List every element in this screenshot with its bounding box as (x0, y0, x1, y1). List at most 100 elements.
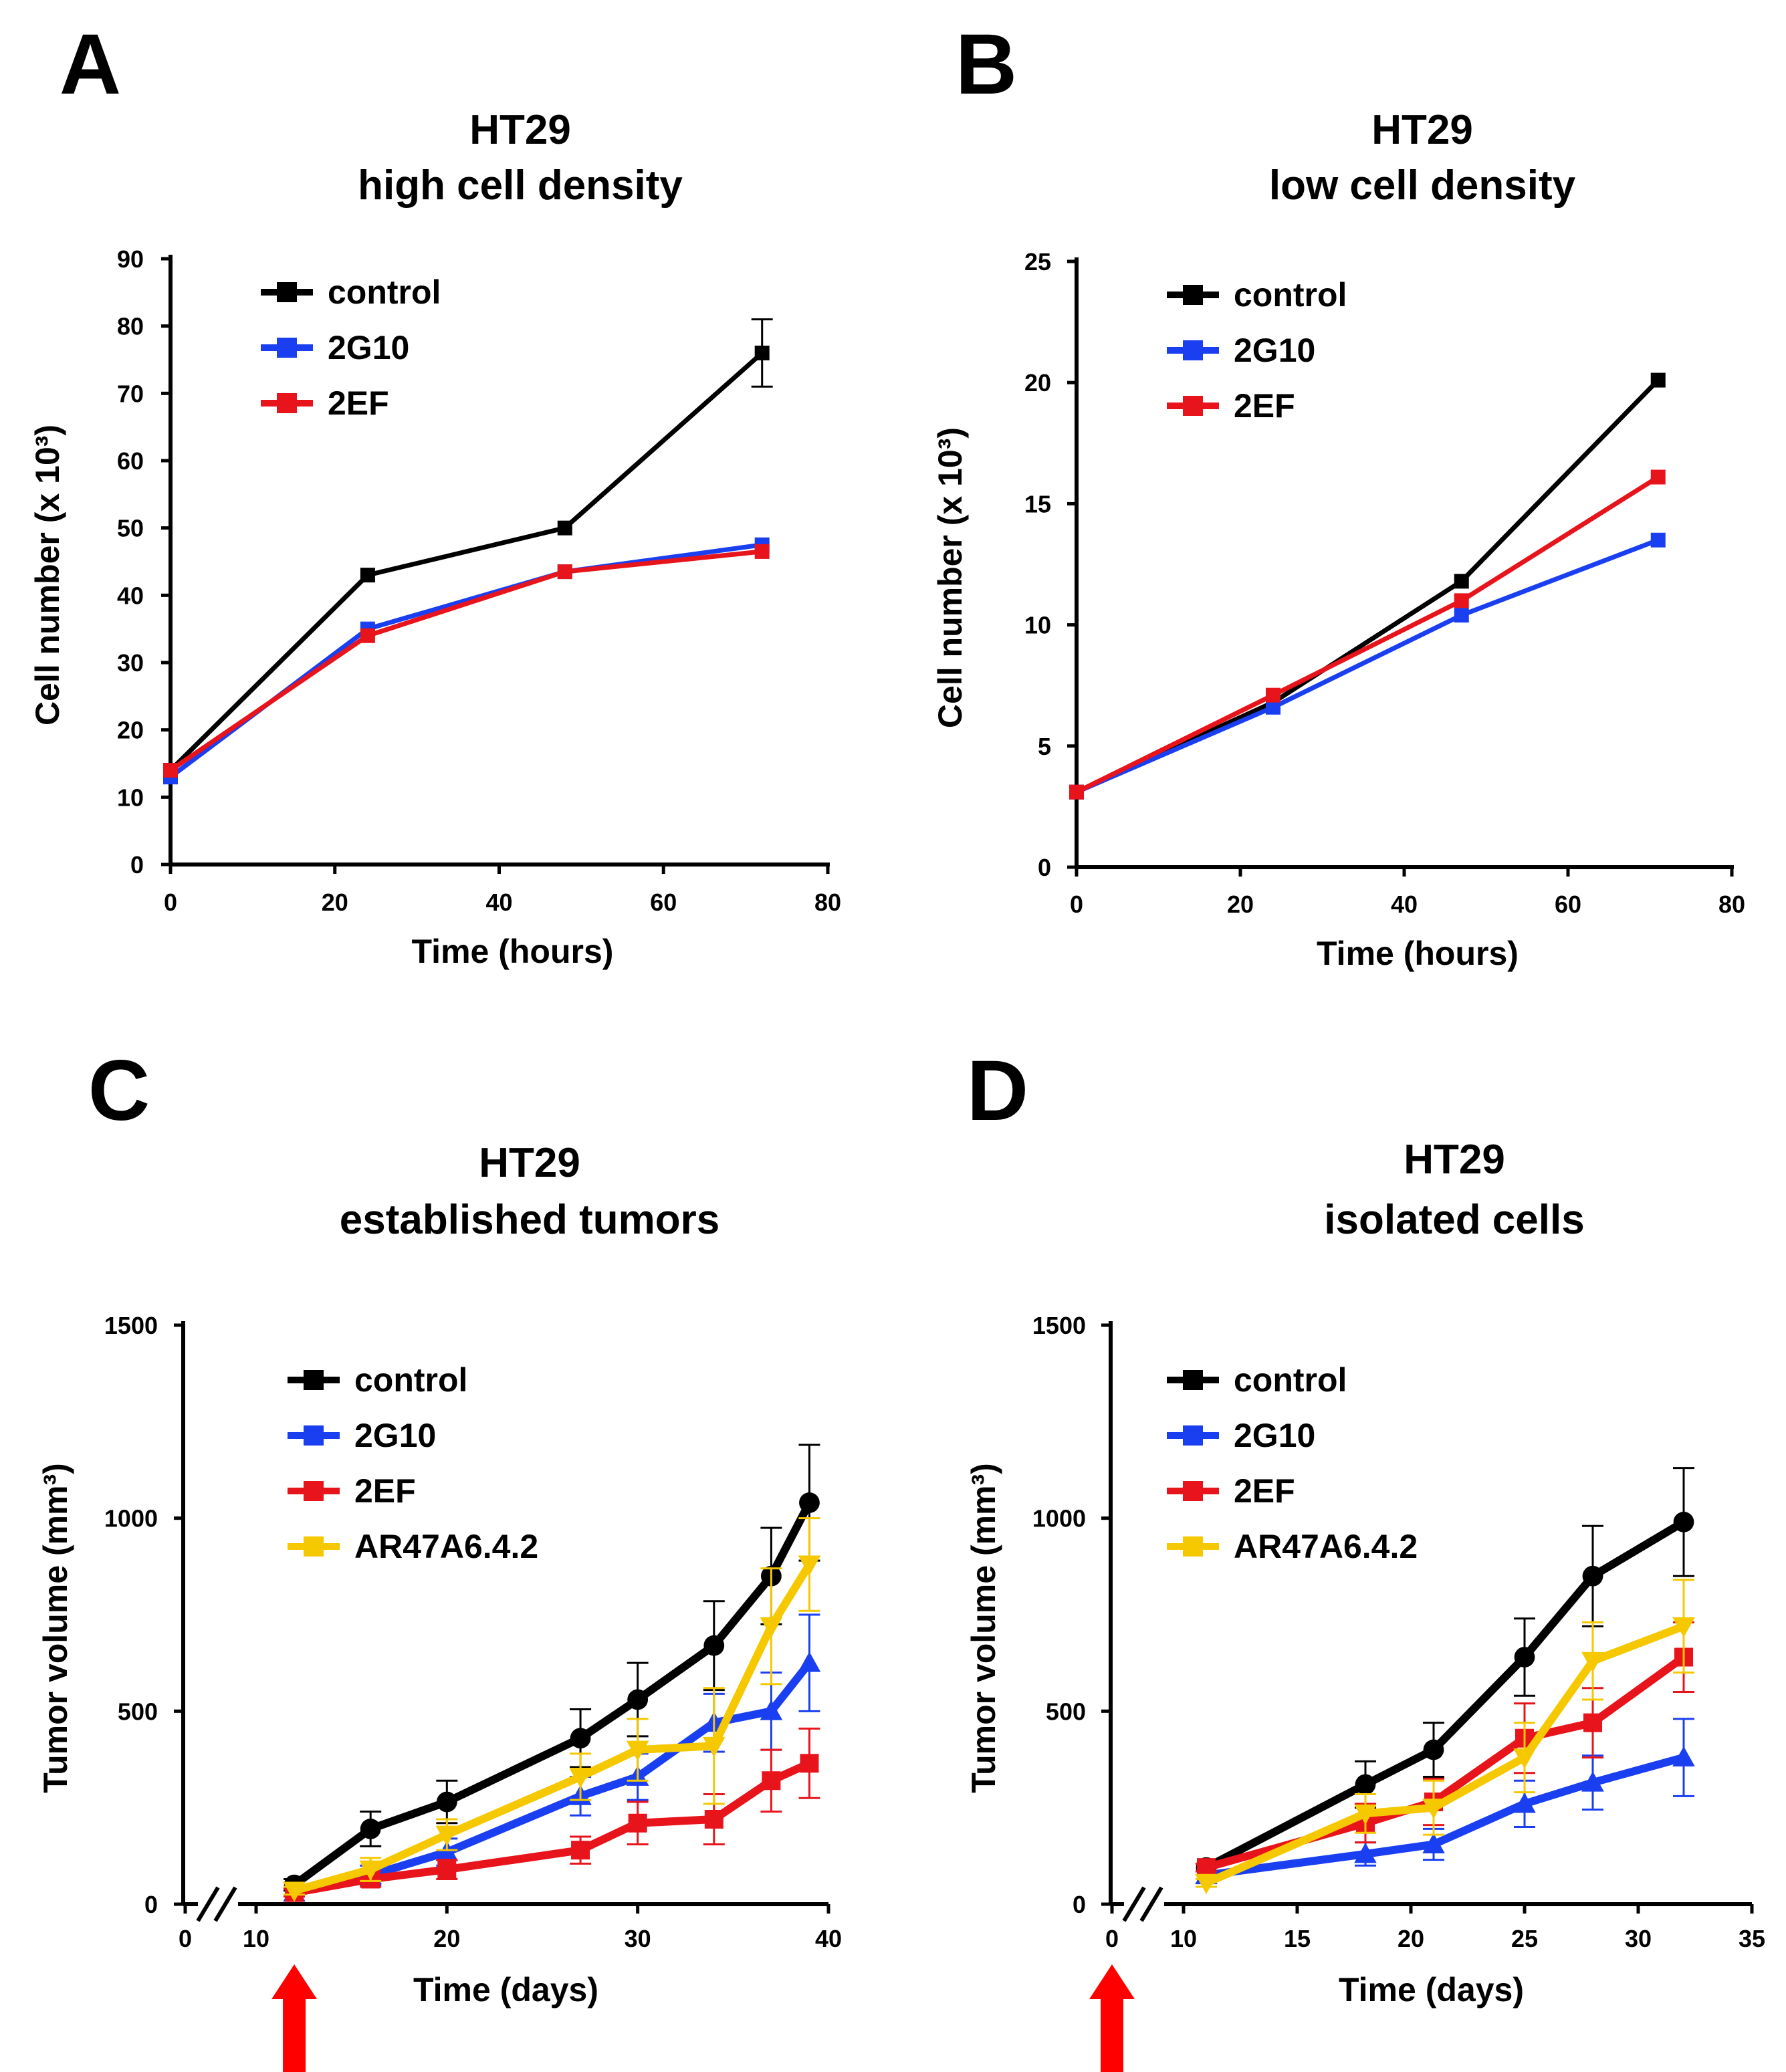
y-tick-label: 500 (118, 1698, 158, 1725)
legend-marker (1183, 396, 1203, 416)
x-tick-label: 0 (179, 1925, 192, 1952)
legend-label: control (1234, 1361, 1347, 1399)
legend-marker (277, 282, 297, 302)
y-tick-label: 5 (1038, 733, 1051, 760)
legend-marker (304, 1536, 324, 1557)
legend-label: AR47A6.4.2 (354, 1528, 538, 1565)
legend-marker (1183, 1370, 1203, 1390)
x-tick-label: 30 (1625, 1925, 1652, 1952)
data-point (1354, 1804, 1377, 1825)
data-point (627, 1689, 649, 1710)
data-point (1581, 1771, 1604, 1792)
data-point (754, 345, 770, 360)
y-tick-label: 20 (117, 717, 144, 744)
series-ar47a6.4.2 (283, 1517, 821, 1902)
y-tick-label: 30 (117, 649, 144, 677)
x-tick-label: 15 (1284, 1925, 1311, 1952)
data-point (628, 1813, 647, 1833)
series-ar47a6.4.2 (1195, 1579, 1695, 1895)
data-point (703, 1736, 725, 1758)
legend-marker (304, 1481, 324, 1501)
axis-break-mark (1122, 1886, 1146, 1922)
x-tick-label: 10 (1170, 1925, 1197, 1952)
y-tick-label: 0 (1073, 1891, 1086, 1918)
y-tick-label: 90 (117, 245, 144, 273)
series-line (169, 549, 763, 772)
series-line (1205, 1653, 1686, 1871)
legend-marker (304, 1425, 324, 1446)
series-2ef (163, 544, 770, 778)
x-tick-label: 20 (1227, 891, 1254, 918)
x-tick-label: 30 (625, 1925, 651, 1952)
panel-b: B HT29 low cell density 0 20 40 60 80 0 5 10 15 20 25… (931, 17, 1745, 972)
y-tick-label: 40 (117, 582, 144, 609)
panel-letter: D (967, 1043, 1028, 1139)
legend-label: 2G10 (1234, 332, 1315, 369)
data-point (1195, 1873, 1218, 1895)
data-point (1454, 608, 1469, 623)
series-control (163, 318, 773, 778)
y-tick-label: 70 (117, 380, 144, 407)
series-line (169, 351, 764, 772)
data-point (1354, 1843, 1377, 1863)
y-axis-label: Cell number (x 10³) (931, 427, 969, 728)
y-axis-label: Tumor volume (mm³) (37, 1463, 74, 1793)
series-line (1075, 378, 1660, 794)
legend-label: 2EF (328, 384, 389, 422)
data-point (1672, 1617, 1695, 1638)
chart-subtitle: established tumors (340, 1197, 719, 1243)
panel-letter: C (88, 1043, 150, 1139)
legend-label: 2EF (1234, 1472, 1295, 1510)
treatment-arrow (271, 1964, 318, 2072)
data-point (754, 544, 770, 559)
series-line (1075, 475, 1660, 794)
chart-title: HT29 (1404, 1137, 1505, 1183)
x-tick-label: 0 (1070, 891, 1083, 918)
x-tick-label: 80 (1718, 891, 1745, 918)
legend-label: control (354, 1361, 467, 1399)
data-point (1422, 1833, 1445, 1853)
legend-label: AR47A6.4.2 (1234, 1528, 1418, 1565)
chart-subtitle: low cell density (1269, 162, 1576, 209)
x-axis-label: Time (hours) (412, 933, 614, 970)
y-tick-label: 0 (1038, 854, 1051, 881)
data-point (360, 1819, 381, 1839)
y-tick-label: 60 (117, 447, 144, 475)
x-tick-label: 25 (1511, 1925, 1538, 1952)
legend-label: control (328, 273, 441, 311)
y-tick-label: 20 (1024, 369, 1051, 396)
chart-title: HT29 (1371, 107, 1473, 153)
chart-title: HT29 (469, 107, 571, 153)
treatment-arrow (1089, 1964, 1135, 2072)
x-tick-label: 20 (1398, 1925, 1424, 1952)
legend-marker (1183, 1536, 1203, 1557)
data-point (1069, 784, 1084, 800)
data-point (1673, 1512, 1694, 1532)
x-tick-label: 40 (485, 889, 512, 916)
y-tick-label: 1500 (1032, 1312, 1086, 1339)
series-line (293, 1562, 813, 1895)
data-point (1672, 1746, 1695, 1767)
data-point (1583, 1713, 1602, 1732)
x-tick-label: 60 (1555, 891, 1581, 918)
data-point (571, 1841, 590, 1860)
axis-break-mark (1139, 1886, 1163, 1922)
series-2g10 (163, 537, 770, 785)
legend-marker (1183, 1425, 1203, 1446)
x-tick-label: 35 (1739, 1925, 1765, 1952)
data-point (283, 1881, 306, 1902)
chart-subtitle: isolated cells (1324, 1197, 1584, 1243)
series-2ef (1069, 469, 1666, 800)
series-line (169, 542, 763, 779)
y-tick-label: 25 (1024, 248, 1051, 275)
y-axis-label: Cell number (x 10³) (29, 425, 66, 725)
data-point (557, 564, 572, 580)
legend-label: control (1234, 276, 1347, 314)
legend-marker (304, 1370, 324, 1390)
series-control (1069, 372, 1666, 800)
legend-marker (1183, 1481, 1203, 1501)
data-point (1514, 1647, 1535, 1667)
data-point (435, 1825, 459, 1846)
data-point (1650, 372, 1666, 388)
